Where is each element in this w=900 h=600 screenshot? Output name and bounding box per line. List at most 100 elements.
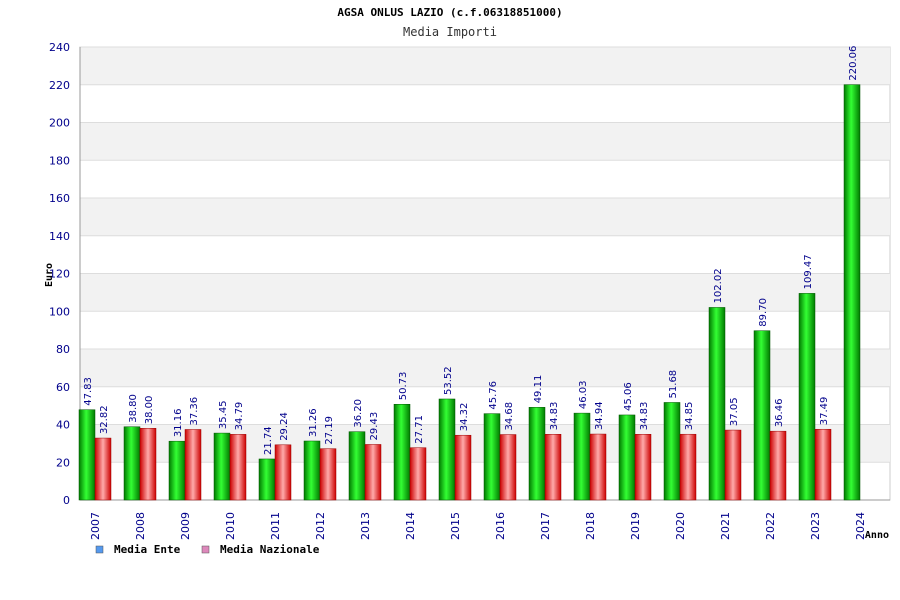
x-tick-label: 2009 xyxy=(179,512,192,540)
data-label: 31.26 xyxy=(308,408,319,437)
x-tick-label: 2012 xyxy=(314,512,327,540)
x-tick-label: 2023 xyxy=(809,512,822,540)
bars-group xyxy=(78,84,861,501)
y-tick-labels: 0 20 40 60 80 100 120 140 160 180 200 220 240 xyxy=(49,41,70,507)
data-labels: 47.83 32.82 38.80 38.00 31.16 37.36 35.45 34.79… xyxy=(83,46,859,455)
x-tick-label: 2021 xyxy=(719,512,732,540)
bar-media-ente-2013 xyxy=(348,431,366,501)
data-label: 36.46 xyxy=(774,399,785,428)
bar-media-ente-2015 xyxy=(438,398,456,501)
y-tick-label: 80 xyxy=(56,343,70,356)
x-tick-label: 2007 xyxy=(89,512,102,540)
bar-media-nazionale-2022 xyxy=(769,430,787,501)
bar-media-nazionale-2010 xyxy=(229,434,247,501)
legend-swatch xyxy=(201,545,210,554)
data-label: 36.20 xyxy=(353,399,364,428)
data-label: 37.05 xyxy=(729,397,740,426)
bar-media-nazionale-2023 xyxy=(814,428,832,501)
data-label: 45.76 xyxy=(488,381,499,410)
bar-media-ente-2008 xyxy=(123,426,141,501)
data-label: 46.03 xyxy=(578,380,589,409)
x-tick-label: 2017 xyxy=(539,512,552,540)
bar-media-ente-2023 xyxy=(798,293,816,501)
data-label: 29.24 xyxy=(279,412,290,441)
x-tick-labels: 2007 2008 2009 2010 2011 2012 2013 2014 2015 2016… xyxy=(89,512,867,540)
data-label: 37.49 xyxy=(819,397,830,426)
data-label: 50.73 xyxy=(398,372,409,401)
bar-media-ente-2018 xyxy=(573,412,591,501)
data-label: 49.11 xyxy=(533,375,544,404)
bar-media-ente-2024 xyxy=(843,84,861,501)
data-label: 31.16 xyxy=(173,409,184,438)
x-tick-label: 2020 xyxy=(674,512,687,540)
band xyxy=(80,198,890,236)
bar-media-ente-2021 xyxy=(708,307,726,501)
y-tick-label: 180 xyxy=(49,154,70,167)
bar-media-nazionale-2011 xyxy=(274,444,292,501)
legend: Media Ente Media Nazionale xyxy=(95,543,320,556)
y-tick-label: 140 xyxy=(49,230,70,243)
x-tick-label: 2010 xyxy=(224,512,237,540)
data-label: 34.83 xyxy=(549,402,560,431)
bar-media-nazionale-2021 xyxy=(724,429,742,501)
bar-media-nazionale-2012 xyxy=(319,448,337,501)
data-label: 47.83 xyxy=(83,377,94,406)
x-tick-label: 2019 xyxy=(629,512,642,540)
y-axis-label: Euro xyxy=(44,263,55,287)
data-label: 29.43 xyxy=(369,412,380,441)
bar-media-nazionale-2007 xyxy=(94,437,112,501)
y-tick-label: 40 xyxy=(56,419,70,432)
y-tick-label: 240 xyxy=(49,41,70,54)
y-tick-label: 220 xyxy=(49,79,70,92)
data-label: 34.68 xyxy=(504,402,515,431)
bar-media-ente-2014 xyxy=(393,403,411,501)
data-label: 35.45 xyxy=(218,400,229,429)
band xyxy=(80,122,890,161)
y-tick-label: 100 xyxy=(49,305,70,318)
data-label: 34.94 xyxy=(594,401,605,430)
data-label: 21.74 xyxy=(263,426,274,455)
bar-media-nazionale-2017 xyxy=(544,434,562,501)
bar-media-ente-2017 xyxy=(528,407,546,501)
data-label: 89.70 xyxy=(758,298,769,327)
bar-media-nazionale-2008 xyxy=(139,428,157,501)
band xyxy=(80,273,890,312)
y-tick-label: 60 xyxy=(56,381,70,394)
legend-label: Media Ente xyxy=(114,543,181,556)
bar-media-ente-2007 xyxy=(78,409,96,501)
data-label: 38.80 xyxy=(128,394,139,423)
data-label: 32.82 xyxy=(99,405,110,434)
y-tick-label: 160 xyxy=(49,192,70,205)
x-axis-label: Anno xyxy=(865,530,889,541)
y-tick-label: 20 xyxy=(56,456,70,469)
x-tick-label: 2014 xyxy=(404,512,417,540)
data-label: 102.02 xyxy=(713,268,724,303)
y-tick-label: 0 xyxy=(63,494,70,507)
data-label: 34.85 xyxy=(684,402,695,431)
bar-media-ente-2011 xyxy=(258,458,276,501)
chart-title: AGSA ONLUS LAZIO (c.f.06318851000) xyxy=(337,6,563,19)
bar-media-ente-2016 xyxy=(483,413,501,501)
data-label: 109.47 xyxy=(803,254,814,289)
bar-media-nazionale-2020 xyxy=(679,433,697,501)
chart-subtitle: Media Importi xyxy=(403,25,497,39)
data-label: 27.71 xyxy=(414,415,425,444)
bar-media-nazionale-2019 xyxy=(634,434,652,501)
x-tick-label: 2013 xyxy=(359,512,372,540)
bar-media-nazionale-2009 xyxy=(184,429,202,501)
x-tick-label: 2016 xyxy=(494,512,507,540)
band xyxy=(80,47,890,85)
bar-media-ente-2022 xyxy=(753,330,771,501)
data-label: 34.79 xyxy=(234,402,245,431)
bar-media-ente-2009 xyxy=(168,440,186,501)
data-label: 34.83 xyxy=(639,402,650,431)
bar-media-nazionale-2016 xyxy=(499,434,517,501)
x-tick-label: 2015 xyxy=(449,512,462,540)
data-label: 34.32 xyxy=(459,403,470,432)
data-label: 45.06 xyxy=(623,382,634,411)
x-tick-label: 2024 xyxy=(854,512,867,540)
x-tick-label: 2022 xyxy=(764,512,777,540)
data-label: 220.06 xyxy=(848,46,859,81)
x-tick-label: 2008 xyxy=(134,512,147,540)
